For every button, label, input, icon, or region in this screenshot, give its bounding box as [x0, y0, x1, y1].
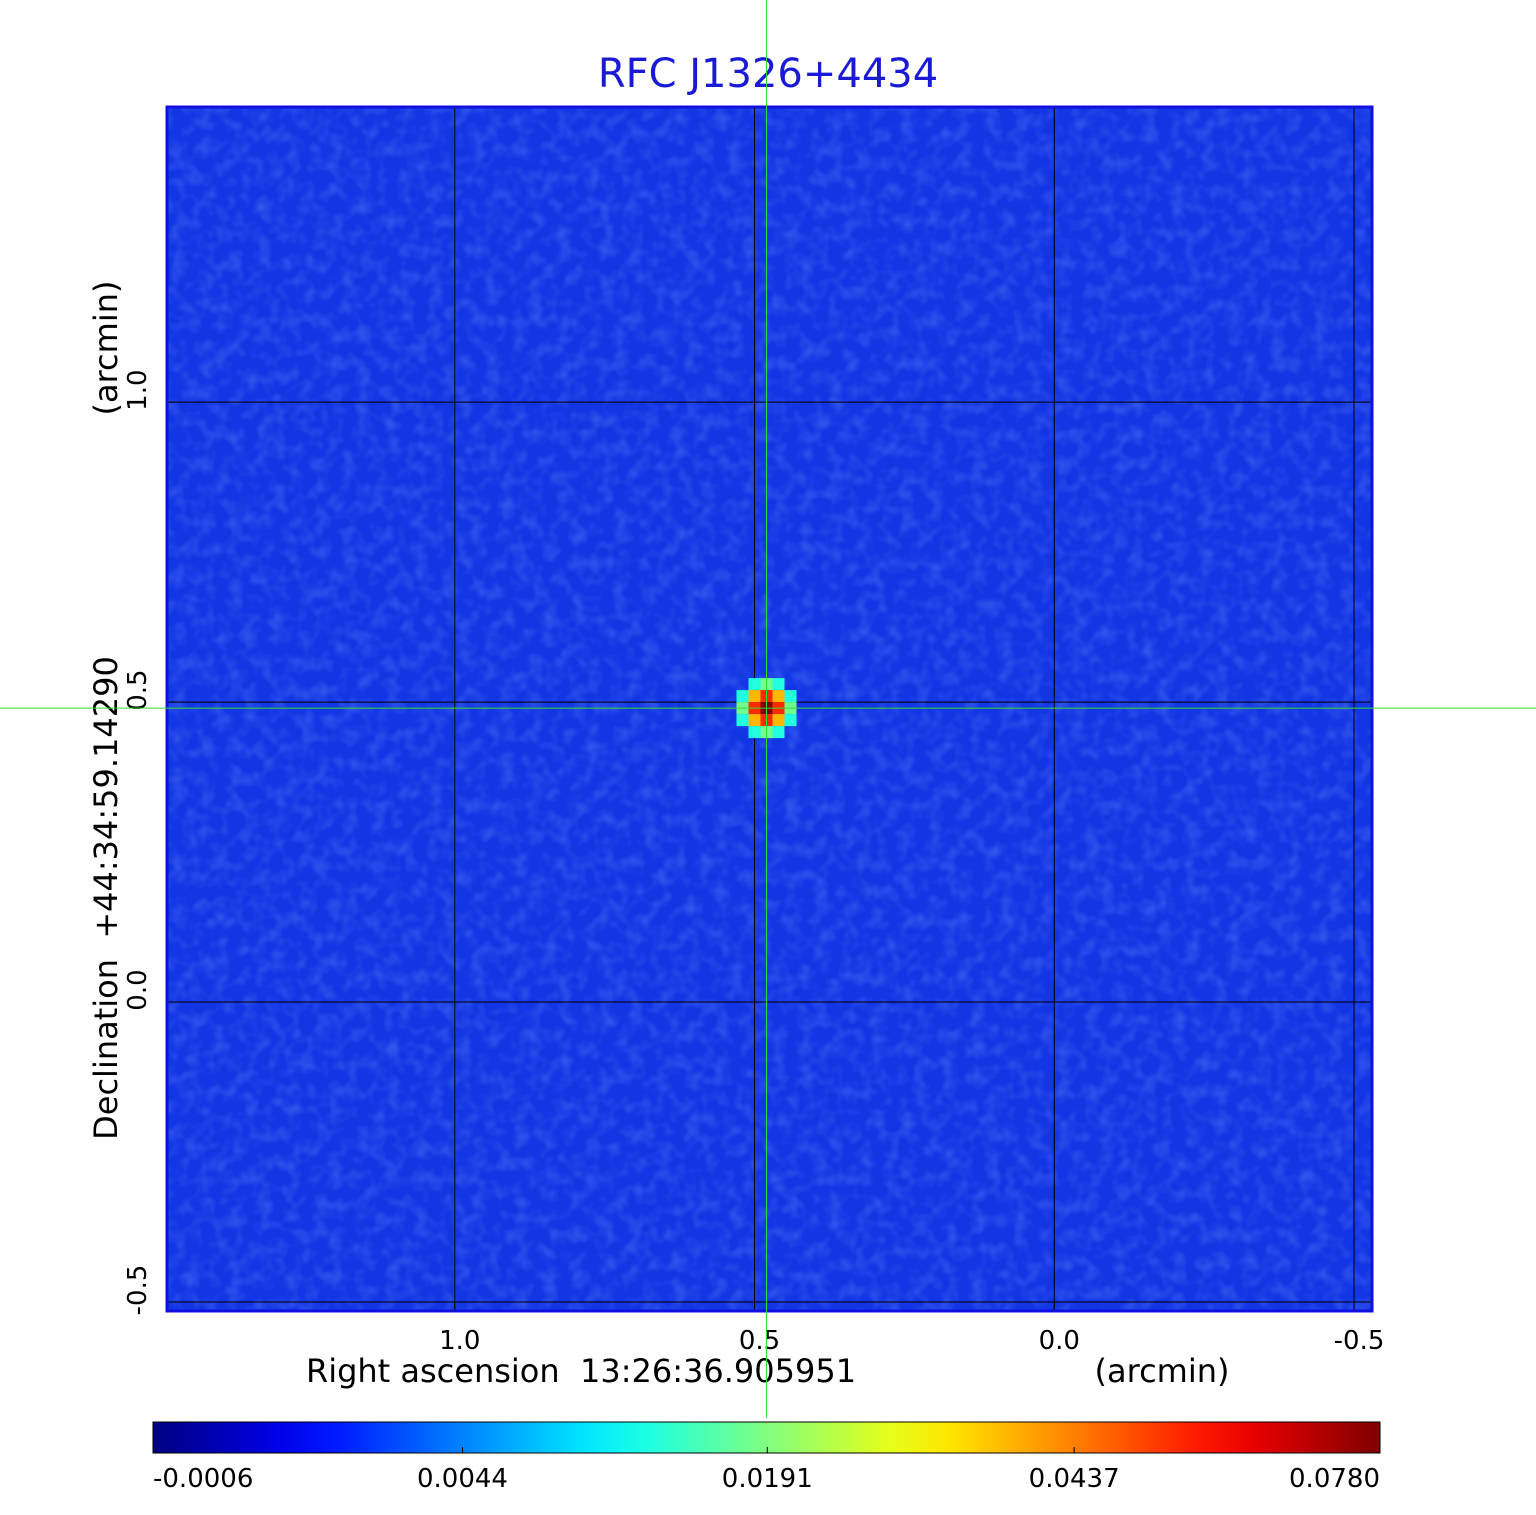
colorbar: -0.0006 0.0044 0.0191 0.0437 0.0780	[152, 1421, 1381, 1494]
source-pixel	[772, 726, 785, 739]
source-pixel	[748, 714, 761, 727]
crosshair	[0, 0, 1536, 1418]
colorbar-tick-label: 0.0044	[417, 1464, 508, 1494]
y-axis-unit: (arcmin)	[87, 281, 125, 416]
x-axis-unit: (arcmin)	[1095, 1352, 1230, 1390]
colorbar-tick-label: 0.0191	[722, 1464, 813, 1494]
source-pixel	[748, 690, 761, 703]
source-pixel	[736, 714, 749, 727]
y-axis-label: Declination +44:34:59.14290	[87, 656, 125, 1140]
chart-title: RFC J1326+4434	[598, 51, 938, 97]
x-tick-label: 0.5	[739, 1326, 780, 1356]
plot-frame	[165, 105, 1374, 1313]
y-tick-label: -0.5	[123, 1265, 153, 1316]
source-pixel	[748, 678, 761, 691]
x-tick-label: -0.5	[1334, 1326, 1385, 1356]
source-pixel	[736, 690, 749, 703]
labels: Right ascension 13:26:36.905951 (arcmin)…	[87, 281, 1384, 1390]
source-pixel	[784, 714, 797, 727]
x-axis-label: Right ascension 13:26:36.905951	[306, 1352, 856, 1390]
colorbar-tick-label: 0.0437	[1029, 1464, 1120, 1494]
source-pixel	[772, 690, 785, 703]
source-pixel	[772, 714, 785, 727]
y-tick-label: 1.0	[123, 369, 153, 410]
x-tick-label: 1.0	[439, 1326, 480, 1356]
source-pixel	[772, 678, 785, 691]
colorbar-tick-label: -0.0006	[153, 1464, 253, 1494]
colorbar-bar	[152, 1421, 1381, 1454]
y-tick-label: 0.5	[123, 669, 153, 710]
colorbar-tick-label: 0.0780	[1289, 1464, 1380, 1494]
source-pixel	[748, 726, 761, 739]
x-tick-label: 0.0	[1039, 1326, 1080, 1356]
source-pixel	[784, 690, 797, 703]
y-tick-label: 0.0	[123, 969, 153, 1010]
